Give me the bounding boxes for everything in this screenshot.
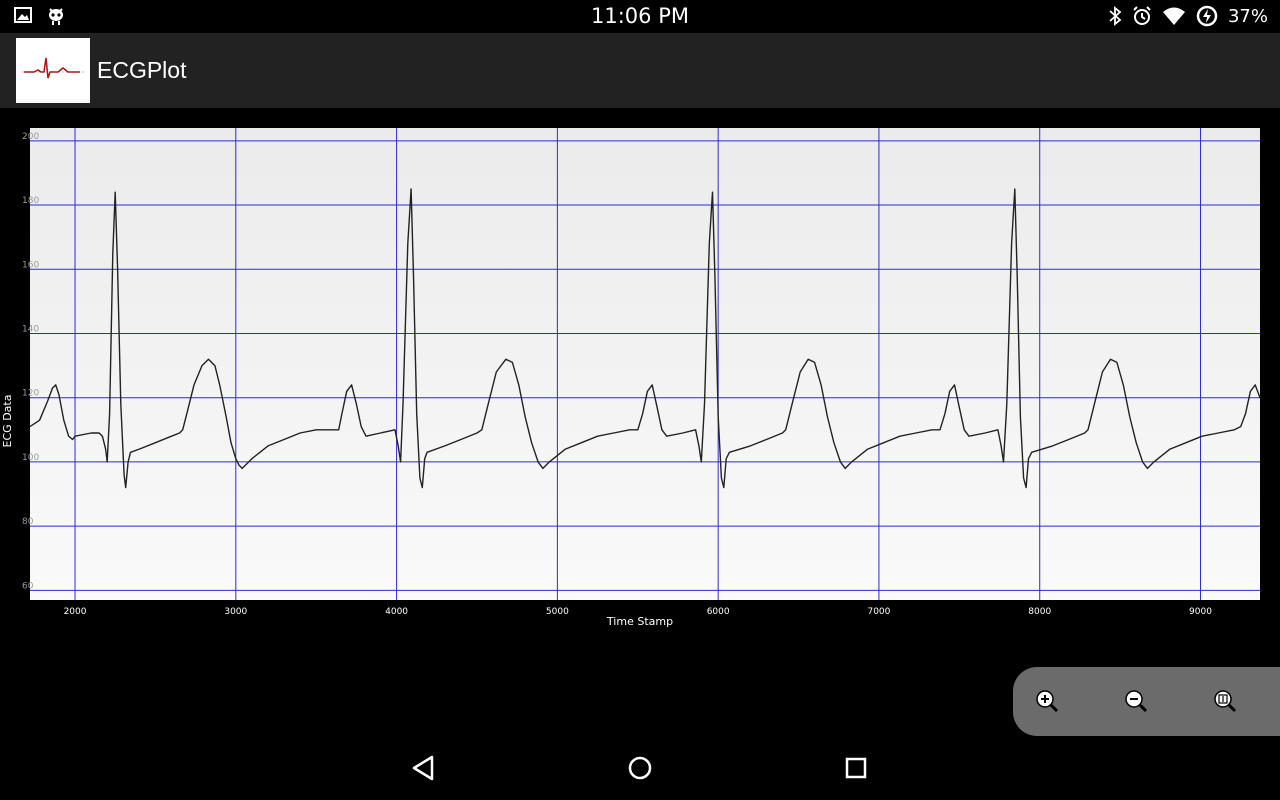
y-tick-label: 200 — [22, 132, 39, 142]
battery-charging-icon — [1196, 5, 1218, 27]
plot-area — [30, 128, 1260, 600]
x-tick-label: 4000 — [385, 607, 408, 617]
zoom-out-icon — [1125, 690, 1148, 713]
ecg-series-line — [29, 188, 1261, 489]
recents-button[interactable] — [836, 750, 876, 786]
x-tick-label: 9000 — [1189, 607, 1212, 617]
zoom-reset-button[interactable] — [1205, 679, 1245, 723]
y-tick-label: 160 — [22, 260, 39, 270]
y-tick-label: 140 — [22, 324, 39, 334]
home-icon — [628, 756, 652, 780]
image-icon — [14, 7, 32, 23]
x-tick-label: 7000 — [867, 607, 890, 617]
battery-level: 37% — [1227, 5, 1268, 27]
y-tick-label: 60 — [22, 581, 34, 591]
back-icon — [412, 755, 434, 781]
wifi-icon — [1162, 7, 1185, 25]
x-tick-label: 8000 — [1028, 607, 1051, 617]
zoom-in-icon — [1036, 690, 1059, 713]
ecg-chart[interactable]: 2000 3000 4000 5000 6000 7000 8000 9000 60 80 100 1… — [0, 108, 1280, 640]
y-axis-label: ECG Data — [1, 395, 14, 448]
zoom-reset-icon — [1214, 690, 1237, 713]
y-tick-label: 180 — [22, 196, 39, 206]
x-tick-label: 2000 — [64, 607, 87, 617]
ecg-chart-svg: 2000 3000 4000 5000 6000 7000 8000 9000 60 80 100 1… — [1, 128, 1261, 628]
y-tick-label: 120 — [22, 389, 39, 399]
x-tick-label: 5000 — [546, 607, 569, 617]
bluetooth-icon — [1109, 6, 1122, 26]
x-tick-label: 6000 — [707, 607, 730, 617]
alarm-icon — [1133, 6, 1151, 25]
x-axis-label: Time Stamp — [606, 615, 673, 628]
zoom-in-button[interactable] — [1027, 679, 1067, 723]
status-clock: 11:06 PM — [591, 4, 689, 28]
home-button[interactable] — [620, 750, 660, 786]
ecg-logo-icon[interactable] — [16, 38, 90, 103]
zoom-panel — [1013, 667, 1280, 736]
android-debug-icon — [49, 8, 63, 25]
back-button[interactable] — [404, 750, 444, 786]
y-tick-label: 80 — [22, 517, 34, 527]
recents-icon — [845, 757, 867, 779]
action-bar: ECGPlot — [0, 33, 1280, 108]
navigation-bar — [0, 736, 1280, 800]
x-tick-label: 3000 — [224, 607, 247, 617]
zoom-out-button[interactable] — [1116, 679, 1156, 723]
app-title: ECGPlot — [97, 57, 187, 83]
y-tick-label: 100 — [22, 453, 39, 463]
status-bar: 11:06 PM 37% — [0, 0, 1280, 33]
